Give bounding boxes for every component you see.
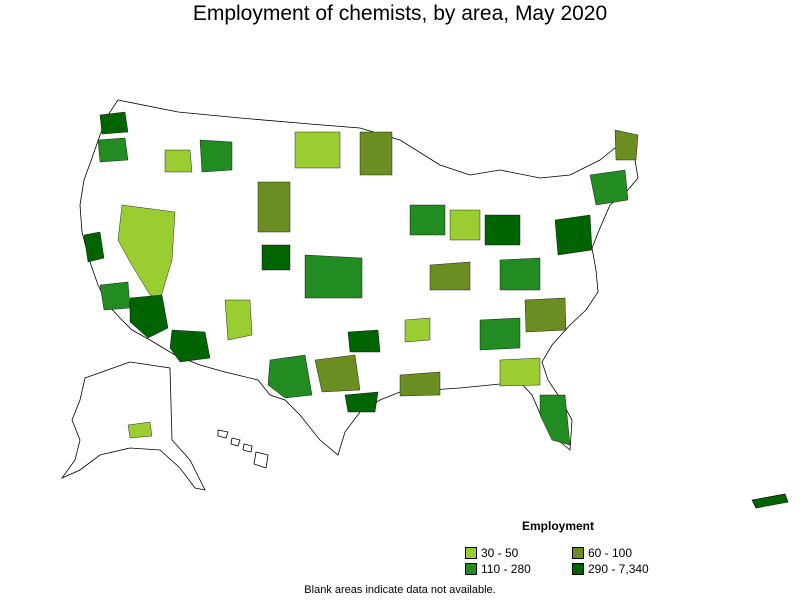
midwest-area-1 <box>409 204 446 236</box>
hawaii-islands <box>217 429 269 469</box>
louisiana-area <box>399 371 441 397</box>
midwest-area-2 <box>449 209 481 241</box>
texas-area <box>267 354 313 399</box>
mid-atlantic-area <box>554 214 593 256</box>
oregon-area <box>97 137 129 163</box>
idaho-area <box>199 139 233 173</box>
southeast-area-1 <box>479 317 521 351</box>
legend-swatch <box>465 547 477 559</box>
legend-title: Employment <box>522 519 595 533</box>
legend-label: 110 - 280 <box>481 562 531 576</box>
legend-item-290-7340: 290 - 7,340 <box>572 562 649 576</box>
midwest-area-3 <box>484 214 521 246</box>
legend-swatch <box>572 563 584 575</box>
appalachia-area <box>499 257 541 291</box>
southeast-area-2 <box>524 297 567 333</box>
legend-swatch <box>465 563 477 575</box>
minnesota-area <box>359 131 393 176</box>
legend-label: 290 - 7,340 <box>588 562 649 576</box>
legend-item-30-50: 30 - 50 <box>465 546 518 560</box>
legend-item-110-280: 110 - 280 <box>465 562 531 576</box>
wyoming-area <box>257 181 291 233</box>
washington-area <box>99 111 129 135</box>
area-group <box>83 111 639 446</box>
texas-east-area <box>314 354 361 393</box>
new-mexico-area <box>224 299 253 341</box>
idaho-east-area <box>164 149 193 173</box>
houston-area <box>344 391 379 413</box>
georgia-area <box>499 357 541 387</box>
southern-california-area <box>99 281 131 311</box>
northeast-area <box>589 169 629 206</box>
alaska-area <box>127 421 153 439</box>
ohio-valley-area <box>429 261 471 291</box>
legend-item-60-100: 60 - 100 <box>572 546 632 560</box>
legend-swatch <box>572 547 584 559</box>
kansas-area <box>304 254 363 299</box>
oklahoma-area <box>347 329 381 353</box>
arizona-area <box>169 329 211 363</box>
map-title: Employment of chemists, by area, May 202… <box>192 2 608 25</box>
maine-area <box>614 129 639 161</box>
puerto-rico-area <box>751 493 789 509</box>
california-bay-area <box>83 231 105 263</box>
southwest-area <box>129 294 169 339</box>
data-availability-note: Blank areas indicate data not available. <box>304 584 496 596</box>
colorado-area <box>261 244 291 271</box>
north-dakota-area <box>294 131 341 169</box>
legend-label: 30 - 50 <box>481 546 519 560</box>
arkansas-area <box>404 317 431 343</box>
legend-label: 60 - 100 <box>588 546 633 560</box>
florida-area <box>539 394 571 446</box>
